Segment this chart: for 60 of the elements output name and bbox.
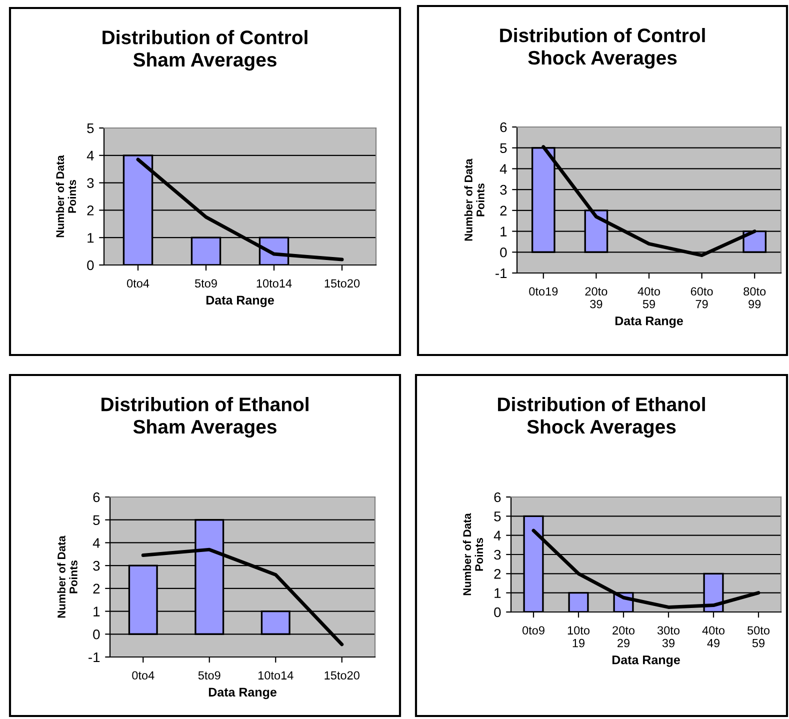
y-tick-label: 6	[93, 492, 100, 502]
y-tick-label: 1	[494, 588, 501, 598]
y-tick-label: 0	[93, 629, 100, 640]
x-tick-label: 10to14	[258, 671, 294, 680]
y-tick-label: 0	[494, 607, 501, 618]
y-tick-label: 5	[500, 143, 507, 154]
y-tick-label: 3	[494, 550, 501, 560]
y-tick-label: 5	[87, 123, 94, 134]
y-tick-label: 4	[86, 150, 94, 160]
y-axis-title: Number of Data Points	[56, 155, 76, 238]
y-axis-title: Number of Data Points	[57, 536, 78, 618]
chart-title: Distribution of Ethanol Shock Averages	[498, 397, 705, 438]
y-tick-label: 0	[87, 260, 94, 270]
y-tick-label: 1	[94, 606, 100, 616]
y-tick-label: 5	[93, 515, 100, 526]
y-tick-label: -1	[88, 652, 100, 662]
x-tick-label: 0to19	[529, 287, 558, 296]
y-tick-label: 5	[494, 512, 501, 522]
y-tick-label: 3	[87, 178, 94, 188]
x-axis-title: Data Range	[208, 688, 276, 700]
chart-title: Distribution of Control Sham Averages	[102, 30, 308, 71]
x-tick-label: 20to 29	[612, 626, 634, 648]
y-tick-label: 2	[87, 206, 94, 216]
y-tick-label: 1	[88, 233, 94, 243]
y-tick-label: 1	[500, 226, 507, 236]
y-tick-label: 3	[500, 184, 507, 195]
y-axis-title: Number of Data Points	[464, 158, 484, 241]
x-tick-label: 0to9	[522, 626, 544, 635]
x-tick-label: 10to14	[256, 279, 292, 288]
x-tick-label: 20to 39	[585, 287, 608, 308]
y-tick-label: 4	[500, 164, 507, 174]
x-axis-title: Data Range	[206, 296, 274, 308]
x-tick-label: 5to9	[198, 671, 220, 680]
x-tick-label: 10to 19	[568, 626, 590, 648]
x-axis-title: Data Range	[612, 656, 680, 667]
y-tick-label: 4	[494, 530, 501, 540]
x-tick-label: 5to9	[194, 279, 217, 288]
chart-title: Distribution of Ethanol Sham Averages	[102, 397, 308, 438]
y-tick-label: 2	[494, 569, 501, 579]
x-tick-label: 50to 59	[747, 626, 770, 648]
y-tick-label: 4	[92, 538, 100, 548]
y-tick-label: 6	[494, 492, 501, 502]
x-tick-label: 80to 99	[744, 287, 766, 308]
y-tick-label: 6	[500, 122, 507, 132]
x-tick-label: 40to 59	[638, 287, 660, 308]
x-tick-label: 15to20	[324, 671, 360, 680]
y-tick-label: 2	[500, 206, 507, 216]
x-tick-label: 15to20	[324, 279, 360, 288]
x-tick-label: 0to4	[126, 279, 150, 288]
chart-title: Distribution of Control Shock Averages	[500, 28, 705, 69]
y-tick-label: 0	[500, 247, 507, 258]
y-tick-label: 3	[93, 560, 100, 571]
x-tick-label: 60to 79	[690, 287, 713, 308]
y-axis-title: Number of Data Points	[462, 513, 484, 596]
y-tick-label: 2	[93, 584, 100, 594]
x-axis-title: Data Range	[615, 316, 683, 328]
x-tick-label: 30to 39	[657, 626, 680, 648]
y-tick-label: -1	[496, 268, 507, 278]
x-tick-label: 40to 49	[702, 626, 724, 648]
x-tick-label: 0to4	[132, 671, 154, 680]
